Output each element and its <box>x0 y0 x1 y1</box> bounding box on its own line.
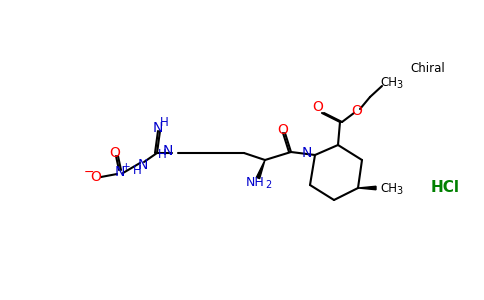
Text: O: O <box>351 104 363 118</box>
Text: 3: 3 <box>396 80 402 89</box>
Text: H: H <box>158 148 167 161</box>
Text: CH: CH <box>380 182 397 194</box>
Text: 3: 3 <box>396 185 402 196</box>
Polygon shape <box>257 160 265 178</box>
Text: N: N <box>138 158 148 172</box>
Text: HCl: HCl <box>430 181 459 196</box>
Text: CH: CH <box>380 76 397 88</box>
Text: O: O <box>109 146 121 160</box>
Text: Chiral: Chiral <box>410 61 445 74</box>
Text: O: O <box>91 170 102 184</box>
Text: N: N <box>115 165 125 179</box>
Text: −: − <box>84 166 94 178</box>
Text: O: O <box>277 123 288 137</box>
Text: N: N <box>302 146 312 160</box>
Text: +: + <box>121 162 130 172</box>
Text: H: H <box>133 164 141 178</box>
Text: N: N <box>163 144 173 158</box>
Text: NH: NH <box>245 176 264 190</box>
Polygon shape <box>358 186 376 190</box>
Text: O: O <box>313 100 323 114</box>
Text: 2: 2 <box>265 181 271 190</box>
Text: H: H <box>160 116 168 130</box>
Text: N: N <box>153 121 163 135</box>
